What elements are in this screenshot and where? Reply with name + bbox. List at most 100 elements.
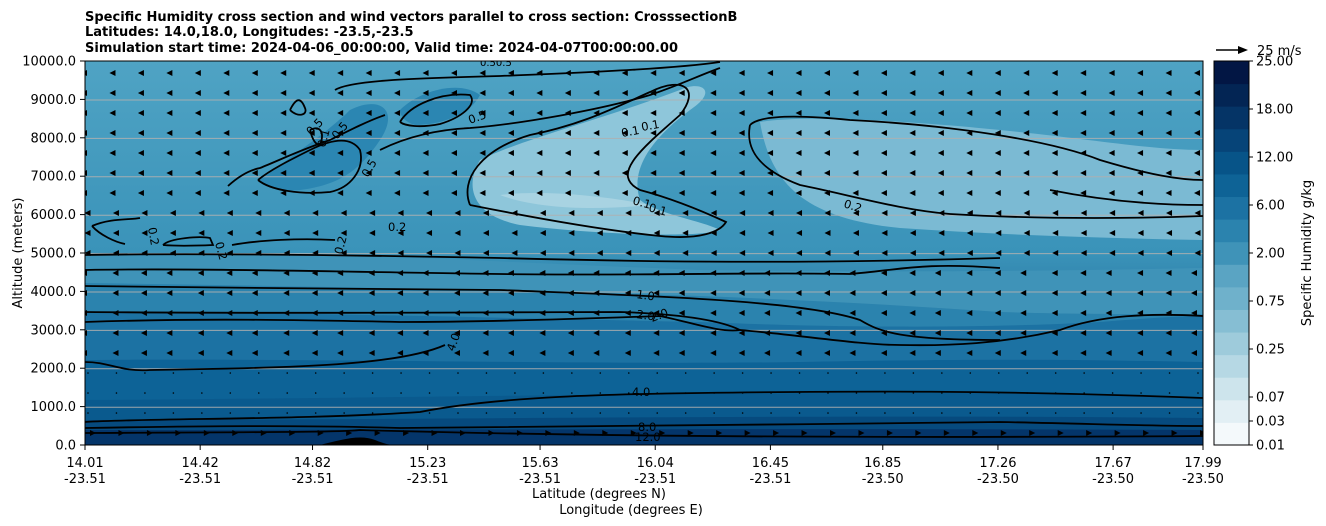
wind-vector [166, 110, 173, 116]
wind-vector [1165, 170, 1172, 176]
wind-vector [194, 130, 201, 136]
wind-vector [482, 250, 489, 256]
wind-vector [1165, 150, 1172, 156]
wind-vector [764, 310, 771, 316]
wind-vector [937, 150, 944, 156]
x-tick-label-lon: -23.51 [292, 472, 334, 487]
wind-vector [567, 290, 574, 296]
wind-vector [994, 110, 1001, 116]
wind-vector [880, 310, 887, 316]
wind-vector [317, 430, 324, 436]
colorbar-tick-label: 12.00 [1256, 151, 1293, 166]
wind-vector [909, 270, 916, 276]
wind-vector [966, 230, 973, 236]
y-tick-label: 0.0 [55, 439, 76, 454]
wind-vector [454, 310, 460, 316]
wind-vector [653, 270, 660, 276]
wind-vector [564, 130, 571, 136]
wind-vector [1105, 270, 1112, 276]
wind-vector [343, 392, 345, 394]
wind-vector [1051, 70, 1058, 76]
wind-vector [140, 330, 147, 336]
wind-vector [767, 230, 774, 236]
wind-vector [422, 190, 429, 196]
wind-vector [852, 150, 859, 156]
wind-vector [713, 412, 715, 414]
wind-vector [710, 230, 717, 236]
wind-vector [1020, 350, 1027, 356]
wind-vector [994, 350, 1001, 356]
wind-vector [796, 250, 803, 256]
wind-vector [1051, 290, 1058, 296]
contour-label: 0.1 [631, 193, 652, 211]
colorbar-tick-label: 0.75 [1256, 295, 1285, 310]
wind-vector [678, 170, 685, 176]
wind-vector [678, 350, 685, 356]
wind-vector [966, 310, 973, 316]
wind-vector [311, 330, 318, 336]
wind-vector [624, 290, 631, 296]
wind-vector [340, 210, 347, 216]
wind-vector [226, 350, 233, 356]
wind-vector [201, 392, 203, 394]
wind-vector [909, 150, 916, 156]
wind-vector [941, 392, 943, 394]
wind-vector [457, 412, 459, 414]
wind-vectors [85, 70, 1203, 436]
wind-vector [507, 150, 514, 156]
wind-vector [488, 430, 495, 436]
wind-vector [1054, 392, 1057, 394]
wind-vector [337, 190, 344, 196]
wind-vector [1191, 270, 1197, 276]
wind-vector [1111, 372, 1114, 374]
wind-vector [880, 90, 887, 96]
wind-vector [539, 310, 546, 316]
wind-vector [764, 290, 771, 296]
wind-vector [855, 372, 858, 374]
wind-vector [880, 190, 887, 196]
x-tick-label-lat: 17.99 [1184, 456, 1221, 471]
wind-vector [767, 250, 774, 256]
wind-vector [909, 170, 916, 176]
wind-vector [593, 310, 600, 316]
wind-vector [141, 210, 148, 216]
wind-vector [1083, 392, 1085, 394]
wind-vector [397, 250, 404, 256]
wind-vector [995, 210, 1002, 216]
wind-vector [739, 210, 746, 216]
wind-vector [308, 90, 315, 96]
wind-vector [571, 412, 573, 414]
wind-vector [593, 90, 600, 96]
wind-vector [454, 350, 460, 356]
wind-vector [422, 150, 429, 156]
wind-vector [257, 392, 260, 394]
wind-vector [1052, 250, 1059, 256]
wind-vector [542, 392, 545, 394]
wind-vector [824, 150, 830, 156]
terrain [320, 437, 395, 445]
wind-vector [337, 170, 344, 176]
wind-vector [1194, 230, 1201, 236]
wind-vector [1194, 150, 1200, 156]
wind-vector [507, 290, 514, 296]
wind-vector [884, 372, 886, 374]
contour-05-upper3 [227, 114, 386, 187]
wind-vector [365, 70, 372, 76]
wind-vector [830, 430, 836, 436]
wind-vector [994, 270, 1001, 276]
wind-vector [770, 392, 772, 394]
wind-vector [482, 290, 489, 296]
wind-vector [710, 290, 717, 296]
colorbar-segment [1214, 106, 1249, 130]
colorbar-tick-label: 6.00 [1256, 199, 1285, 214]
wind-vector [536, 70, 543, 76]
wind-vector [1023, 250, 1030, 256]
wind-vector [1023, 130, 1030, 136]
contour-label: 8.0 [638, 420, 656, 434]
wind-vector [1020, 310, 1027, 316]
wind-vector [564, 170, 571, 176]
wind-vector [624, 350, 631, 356]
chart-title-line-2: Latitudes: 14.0,18.0, Longitudes: -23.5,… [85, 25, 414, 40]
wind-vector [394, 190, 401, 196]
wind-vector [482, 210, 489, 216]
